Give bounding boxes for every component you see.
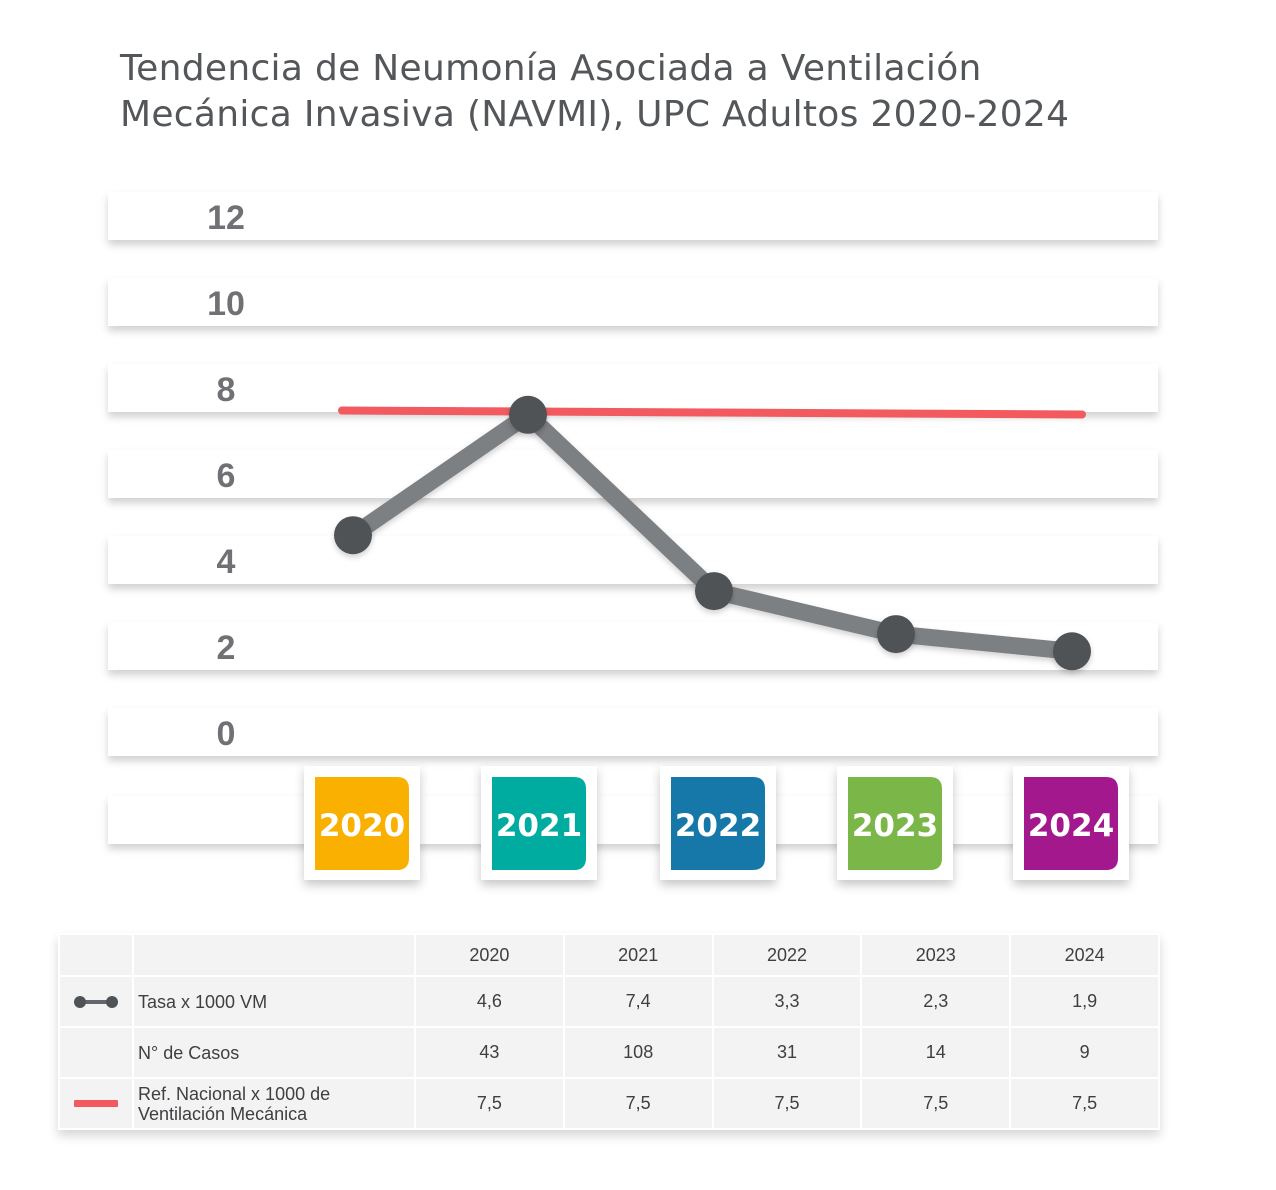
year-badge: 2024 <box>1013 766 1129 880</box>
grid-band <box>108 278 1158 326</box>
header-year: 2020 <box>414 933 565 977</box>
data-point <box>334 516 372 555</box>
table-cell: 14 <box>860 1026 1012 1079</box>
row-label: Tasa x 1000 VM <box>132 975 416 1028</box>
table-cell: 7,5 <box>1009 1077 1160 1130</box>
table-cell: 2,3 <box>860 975 1012 1028</box>
header-blank-legend <box>58 933 134 977</box>
table-cell: 7,4 <box>562 975 714 1028</box>
title-line-2: Mecánica Invasiva (NAVMI), UPC Adultos 2… <box>120 94 1070 135</box>
header-year: 2024 <box>1009 933 1160 977</box>
y-tick-label: 2 <box>217 629 236 667</box>
reference-line <box>338 406 1086 419</box>
table-cell: 108 <box>562 1026 714 1079</box>
header-blank-label <box>132 933 416 977</box>
x-axis-year-badges: 2020 2021 2022 2023 2024 <box>304 766 1129 880</box>
data-point <box>1053 632 1091 671</box>
table-cell: 43 <box>414 1026 565 1079</box>
year-badge: 2021 <box>481 766 597 880</box>
axis-band <box>108 796 1158 844</box>
x-tick-label: 2023 <box>852 808 938 844</box>
header-year: 2023 <box>860 933 1012 977</box>
y-tick-label: 6 <box>217 457 236 495</box>
legend-reference-line <box>58 1077 134 1130</box>
x-tick-label: 2020 <box>319 808 405 844</box>
y-tick-label: 8 <box>217 371 236 409</box>
legend-none <box>58 1026 134 1079</box>
table-cell: 3,3 <box>711 975 863 1028</box>
title-line-1: Tendencia de Neumonía Asociada a Ventila… <box>120 48 982 89</box>
table-cell: 4,6 <box>414 975 565 1028</box>
rate-series <box>334 395 1091 671</box>
data-point <box>695 572 733 611</box>
table-cell: 7,5 <box>562 1077 714 1130</box>
grid-band <box>108 450 1158 498</box>
data-point <box>877 615 915 654</box>
y-tick-label: 4 <box>217 543 236 581</box>
table-cell: 7,5 <box>414 1077 565 1130</box>
x-tick-label: 2024 <box>1028 808 1114 844</box>
x-tick-label: 2021 <box>496 808 582 844</box>
gridline-bands <box>108 192 1158 844</box>
legend-rate-line <box>58 975 134 1028</box>
table-cell: 7,5 <box>860 1077 1012 1130</box>
data-table: 2020 2021 2022 2023 2024 Tasa x 1000 VM … <box>58 933 1160 1130</box>
header-year: 2022 <box>711 933 863 977</box>
grid-band <box>108 536 1158 584</box>
grid-band <box>108 364 1158 412</box>
red-line-icon <box>74 1100 118 1107</box>
table-cell: 1,9 <box>1009 975 1160 1028</box>
year-badge: 2020 <box>304 766 420 880</box>
line-chart: 0 2 4 6 8 10 12 2020 2021 2022 2023 2024 <box>108 192 1158 880</box>
table-cell: 7,5 <box>711 1077 863 1130</box>
y-tick-label: 10 <box>207 285 245 323</box>
y-tick-label: 0 <box>217 715 236 753</box>
table-row: N° de Casos 43 108 31 14 9 <box>58 1026 1160 1079</box>
reference-series <box>338 406 1086 419</box>
row-label: N° de Casos <box>132 1026 416 1079</box>
year-badge: 2023 <box>837 766 953 880</box>
grid-band <box>108 708 1158 756</box>
table-row: Tasa x 1000 VM 4,6 7,4 3,3 2,3 1,9 <box>58 975 1160 1028</box>
data-point <box>509 395 547 434</box>
y-axis-ticks: 0 2 4 6 8 10 12 <box>207 199 245 753</box>
chart-title: Tendencia de Neumonía Asociada a Ventila… <box>120 46 1220 138</box>
table-header-row: 2020 2021 2022 2023 2024 <box>58 933 1160 977</box>
header-year: 2021 <box>562 933 714 977</box>
x-tick-label: 2022 <box>675 808 761 844</box>
line-marker-icon <box>74 995 118 1009</box>
year-badge: 2022 <box>660 766 776 880</box>
table-cell: 31 <box>711 1026 863 1079</box>
table-row: Ref. Nacional x 1000 de Ventilación Mecá… <box>58 1077 1160 1130</box>
y-tick-label: 12 <box>207 199 245 237</box>
table-cell: 9 <box>1009 1026 1160 1079</box>
grid-band <box>108 192 1158 240</box>
row-label: Ref. Nacional x 1000 de Ventilación Mecá… <box>132 1077 416 1130</box>
